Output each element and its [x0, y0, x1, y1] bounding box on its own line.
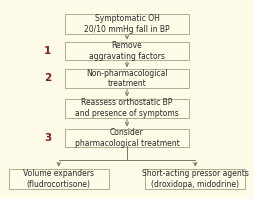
FancyBboxPatch shape — [65, 69, 189, 88]
Text: Short-acting pressor agents
(droxidopa, midodrine): Short-acting pressor agents (droxidopa, … — [142, 169, 249, 189]
Text: Consider
pharmacological treatment: Consider pharmacological treatment — [75, 128, 179, 148]
FancyBboxPatch shape — [65, 99, 189, 118]
FancyBboxPatch shape — [65, 42, 189, 60]
Text: Symptomatic OH
20/10 mmHg fall in BP: Symptomatic OH 20/10 mmHg fall in BP — [84, 14, 170, 34]
Text: 1: 1 — [44, 46, 51, 56]
Text: 3: 3 — [44, 133, 51, 143]
FancyBboxPatch shape — [9, 169, 109, 189]
Text: 2: 2 — [44, 73, 51, 84]
Text: Non-pharmacological
treatment: Non-pharmacological treatment — [86, 69, 168, 88]
FancyBboxPatch shape — [145, 169, 245, 189]
FancyBboxPatch shape — [65, 14, 189, 34]
FancyBboxPatch shape — [65, 129, 189, 147]
Text: Reassess orthostatic BP
and presence of symptoms: Reassess orthostatic BP and presence of … — [75, 98, 179, 118]
Text: Remove
aggravating factors: Remove aggravating factors — [89, 41, 165, 61]
Text: Volume expanders
(fludrocortisone): Volume expanders (fludrocortisone) — [23, 169, 94, 189]
